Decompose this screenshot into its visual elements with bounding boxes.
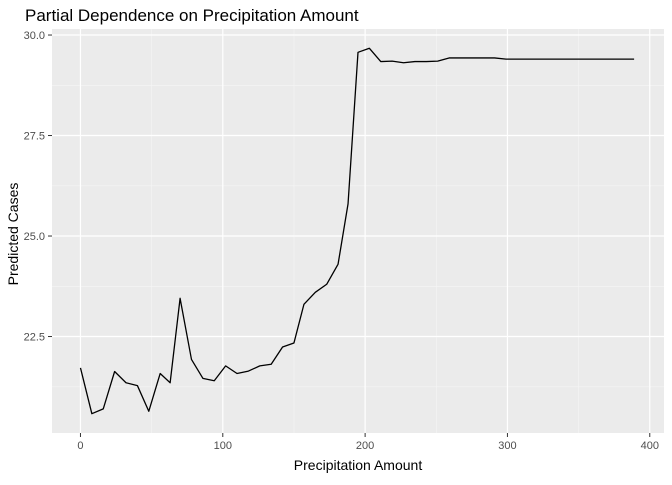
- x-tick-label: 200: [356, 440, 374, 452]
- x-tick-label: 400: [641, 440, 659, 452]
- x-axis-label: Precipitation Amount: [294, 457, 423, 473]
- y-tick-label: 30.0: [24, 30, 45, 42]
- y-axis: 22.5 25.0 27.5 30.0: [24, 30, 52, 343]
- y-axis-label: Predicted Cases: [5, 183, 21, 286]
- x-axis: 0 100 200 300 400: [77, 433, 659, 452]
- y-tick-label: 27.5: [24, 131, 45, 143]
- y-tick-label: 25.0: [24, 231, 45, 243]
- x-tick-label: 300: [498, 440, 516, 452]
- plot-panel: [52, 29, 664, 433]
- y-tick-label: 22.5: [24, 332, 45, 344]
- x-tick-label: 100: [214, 440, 232, 452]
- x-tick-label: 0: [77, 440, 83, 452]
- chart-title: Partial Dependence on Precipitation Amou…: [25, 6, 359, 25]
